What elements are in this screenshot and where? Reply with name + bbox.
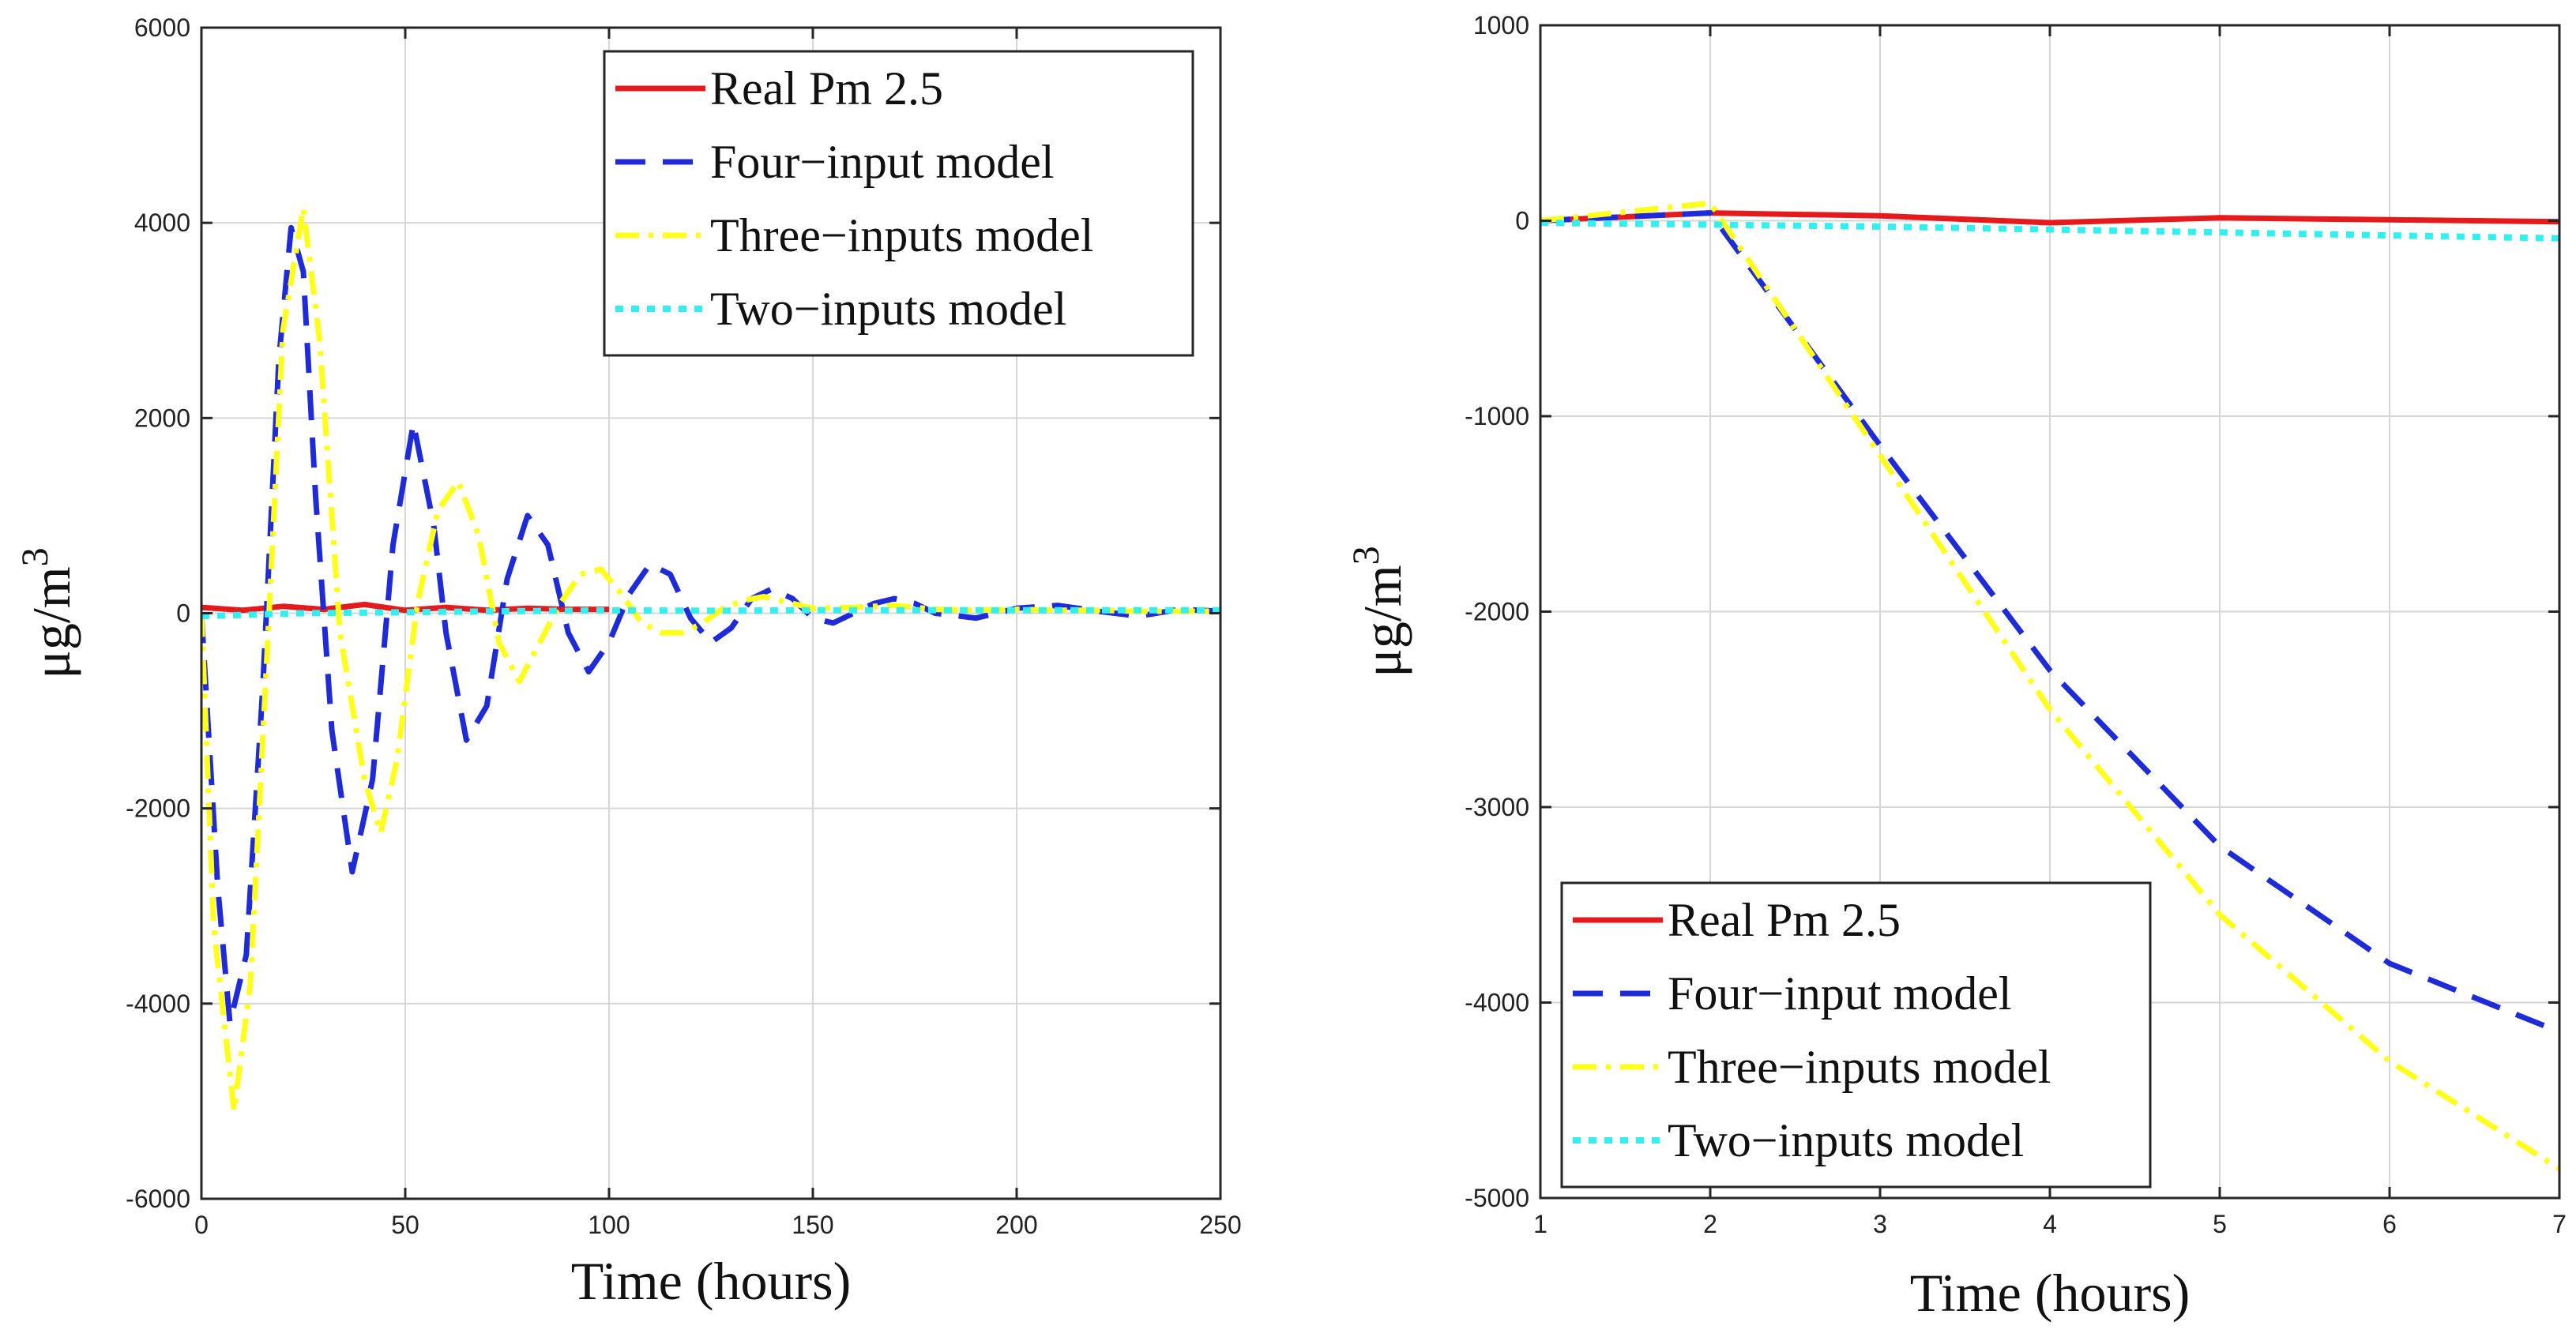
y-tick-label: -6000 [126,1185,190,1213]
x-tick-label: 6 [2382,1210,2397,1238]
y-tick-label: 0 [1515,207,1529,235]
x-tick-label: 100 [588,1211,630,1239]
legend-box [603,50,1194,357]
series-group [1540,200,2559,1171]
series-line-four [1540,210,2559,1035]
y-tick-label: 0 [176,599,190,628]
series-group [201,205,1220,1114]
legend: Real Pm 2.5 Four−input model Three−inputs … [603,50,1194,357]
y-tick-label: -2000 [126,794,190,823]
y-axis-label-base: μg/m [1352,565,1412,677]
y-axis-label-superscript: 3 [14,547,56,566]
series-line-three [201,205,1220,1114]
y-tick-label: 6000 [134,13,190,42]
legend-label-two: Two−inputs model [710,283,1066,335]
series-line-three [1540,200,2559,1171]
series-line-two [1540,220,2559,242]
legend-label-real: Real Pm 2.5 [710,62,943,115]
y-tick-label: -3000 [1465,793,1529,821]
x-tick-label: 1 [1533,1210,1547,1238]
y-axis-label: μg/m3 [1345,546,1412,677]
legend-label-real: Real Pm 2.5 [1668,894,1901,946]
y-axis-label: μg/m3 [14,547,81,678]
legend-label-three: Three−inputs model [1668,1041,2051,1093]
x-tick-label: 50 [391,1211,419,1239]
y-tick-label: 1000 [1473,11,1529,39]
y-axis-label-superscript: 3 [1345,546,1387,565]
y-tick-label: 2000 [134,404,190,432]
legend-label-four: Four−input model [1668,967,2012,1020]
x-tick-label: 250 [1199,1211,1241,1239]
x-tick-label: 0 [194,1211,209,1239]
legend-label-two: Two−inputs model [1668,1114,2024,1166]
legend: Real Pm 2.5 Four−input model Three−inputs … [1560,881,2152,1189]
x-tick-label: 2 [1703,1210,1717,1238]
x-axis-label: Time (hours) [1910,1263,2191,1323]
y-tick-label: -2000 [1465,598,1529,626]
legend-label-four: Four−input model [710,136,1055,188]
x-tick-label: 3 [1873,1210,1887,1238]
y-tick-label: -4000 [126,990,190,1018]
y-tick-label: -4000 [1465,989,1529,1017]
y-axis-label-base: μg/m [21,566,81,678]
x-tick-label: 4 [2043,1210,2057,1238]
left-panel: 0 50 100 150 200 250 -6000 -4000 -2000 0 2000 4000 6… [14,13,1242,1311]
x-tick-label: 150 [792,1211,833,1239]
legend-box [1560,881,2152,1189]
y-tick-label: -5000 [1465,1184,1529,1212]
x-tick-label: 5 [2213,1210,2227,1238]
right-panel: 1 2 3 4 5 6 7 -5000 -4000 -3000 -2000 -1000 0 1000 Tim… [1345,11,2567,1323]
y-tick-label: -1000 [1465,402,1529,430]
legend-label-three: Three−inputs model [710,209,1093,261]
y-tick-label: 4000 [134,208,190,237]
x-tick-label: 200 [995,1211,1037,1239]
series-line-two [201,607,1220,620]
x-tick-label: 7 [2552,1210,2567,1238]
x-axis-label: Time (hours) [571,1251,852,1311]
